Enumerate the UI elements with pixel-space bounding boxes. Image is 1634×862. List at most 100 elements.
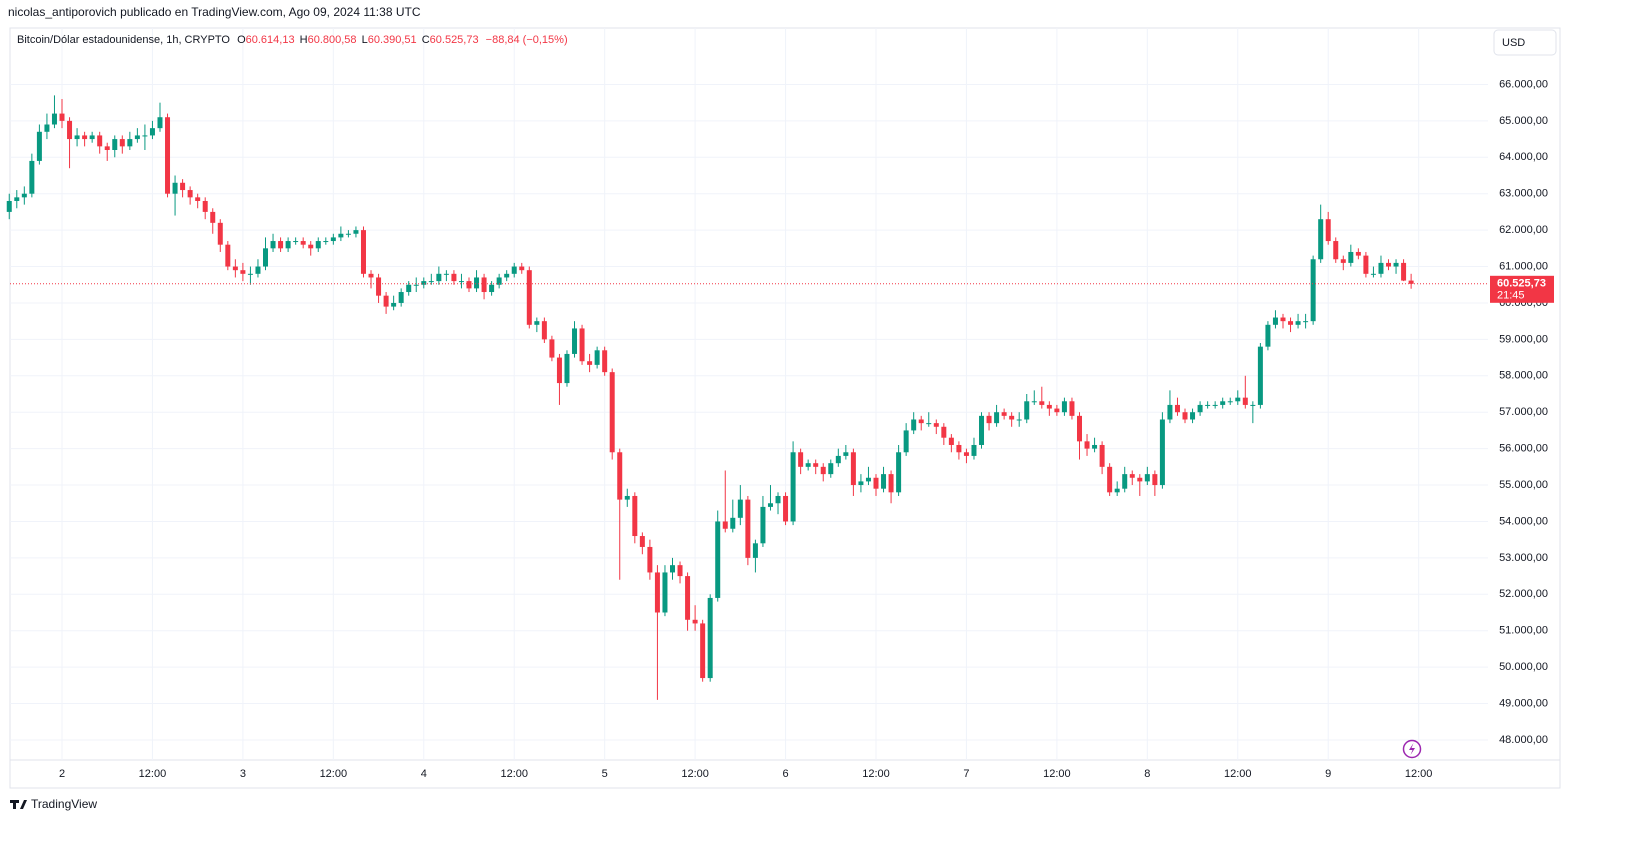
candle-body bbox=[180, 182, 186, 191]
candle-body bbox=[1152, 474, 1158, 486]
x-tick-label: 12:00 bbox=[320, 768, 348, 780]
candle-body bbox=[828, 463, 834, 475]
candle-body bbox=[1122, 474, 1128, 489]
x-tick-label: 8 bbox=[1144, 768, 1150, 780]
candle-body bbox=[360, 230, 366, 274]
candle-body bbox=[338, 233, 344, 238]
candle-body bbox=[14, 197, 20, 201]
axis: 48.000,00 49.000,00 50.000,00 51.000,00 52.0… bbox=[59, 78, 1554, 780]
logo-text: TradingView bbox=[31, 797, 97, 811]
candle-body bbox=[330, 237, 336, 242]
candle-body bbox=[1016, 419, 1022, 421]
candle-body bbox=[74, 135, 80, 140]
candle-body bbox=[1061, 401, 1067, 413]
y-tick-label: 53.000,00 bbox=[1499, 552, 1548, 564]
candle-body bbox=[466, 281, 472, 289]
candle-body bbox=[775, 495, 781, 504]
candle-body bbox=[376, 277, 382, 296]
x-tick-label: 4 bbox=[421, 768, 427, 780]
candle-body bbox=[994, 412, 1000, 424]
candle-body bbox=[564, 353, 570, 384]
candle-body bbox=[1393, 262, 1399, 267]
candle-body bbox=[451, 273, 457, 282]
y-tick-label: 49.000,00 bbox=[1499, 697, 1548, 709]
currency[interactable]: USD bbox=[1502, 37, 1525, 49]
candle-body bbox=[1114, 488, 1120, 493]
candle-body bbox=[458, 281, 464, 283]
candle-body bbox=[715, 521, 721, 598]
candle-body bbox=[59, 113, 65, 121]
last-price-label: 60.525,73 bbox=[1497, 278, 1546, 290]
candle-body bbox=[353, 230, 359, 234]
candle-body bbox=[639, 536, 645, 547]
candle-body bbox=[481, 277, 487, 293]
candle-body bbox=[406, 284, 412, 293]
legend: Bitcoin/Dólar estadounidense, 1h, CRYPTO… bbox=[17, 34, 568, 46]
x-tick-label: 12:00 bbox=[1043, 768, 1071, 780]
candles bbox=[6, 95, 1488, 700]
x-tick-label: 12:00 bbox=[139, 768, 167, 780]
y-tick-label: 50.000,00 bbox=[1499, 661, 1548, 673]
candle-body bbox=[963, 452, 969, 456]
candle-body bbox=[881, 474, 887, 489]
candle-body bbox=[278, 241, 284, 249]
candle-body bbox=[888, 474, 894, 493]
candle-body bbox=[474, 277, 480, 289]
candle-body bbox=[556, 357, 562, 384]
candle-body bbox=[1174, 404, 1180, 413]
currency-button[interactable] bbox=[1493, 29, 1557, 56]
event-bolt bbox=[1409, 743, 1415, 755]
candle-body bbox=[1220, 401, 1226, 405]
candle-body bbox=[1235, 397, 1241, 402]
candle-body bbox=[1107, 466, 1113, 493]
h-value: 60.800,58 bbox=[308, 34, 357, 46]
candle-body bbox=[767, 503, 773, 507]
y-tick-label: 62.000,00 bbox=[1499, 224, 1548, 236]
candle-body bbox=[1069, 401, 1075, 416]
candle-body bbox=[722, 521, 728, 529]
candle-body bbox=[270, 241, 276, 249]
candle-body bbox=[911, 419, 917, 431]
candle-body bbox=[1303, 321, 1309, 323]
candle-body bbox=[1054, 408, 1060, 413]
change: −88,84 (−0,15%) bbox=[486, 34, 568, 46]
candle-body bbox=[737, 499, 743, 518]
candle-body bbox=[165, 117, 171, 194]
candle-body bbox=[534, 321, 540, 325]
candle-body bbox=[813, 463, 819, 467]
candle-body bbox=[594, 350, 600, 365]
candle-body bbox=[805, 463, 811, 467]
candle-body bbox=[617, 452, 623, 500]
candle-body bbox=[496, 277, 502, 285]
candle-body bbox=[1092, 444, 1098, 449]
candle-body bbox=[202, 200, 208, 212]
candle-body bbox=[383, 295, 389, 307]
x-tick-label: 6 bbox=[782, 768, 788, 780]
candle-body bbox=[149, 128, 155, 136]
candle-body bbox=[760, 506, 766, 544]
candle-body bbox=[896, 452, 902, 493]
candle-body bbox=[918, 419, 924, 424]
candle-body bbox=[21, 193, 27, 198]
candle-body bbox=[632, 495, 638, 537]
candle-body bbox=[127, 139, 133, 147]
candle-body bbox=[1363, 255, 1369, 274]
x-tick-label: 12:00 bbox=[500, 768, 528, 780]
candle-body bbox=[421, 281, 427, 285]
y-tick-label: 64.000,00 bbox=[1499, 151, 1548, 163]
y-tick-label: 54.000,00 bbox=[1499, 515, 1548, 527]
candle-body bbox=[119, 139, 125, 147]
candle-body bbox=[692, 619, 698, 624]
c-value: 60.525,73 bbox=[430, 34, 479, 46]
candle-body bbox=[293, 241, 299, 243]
candle-body bbox=[1280, 317, 1286, 322]
candle-body bbox=[602, 350, 608, 373]
candle-body bbox=[549, 339, 555, 358]
candle-body bbox=[587, 361, 593, 365]
symbol: Bitcoin/Dólar estadounidense, 1h, CRYPTO bbox=[17, 34, 230, 46]
y-tick-label: 55.000,00 bbox=[1499, 479, 1548, 491]
o-value: 60.614,13 bbox=[246, 34, 295, 46]
candle-body bbox=[323, 241, 329, 243]
